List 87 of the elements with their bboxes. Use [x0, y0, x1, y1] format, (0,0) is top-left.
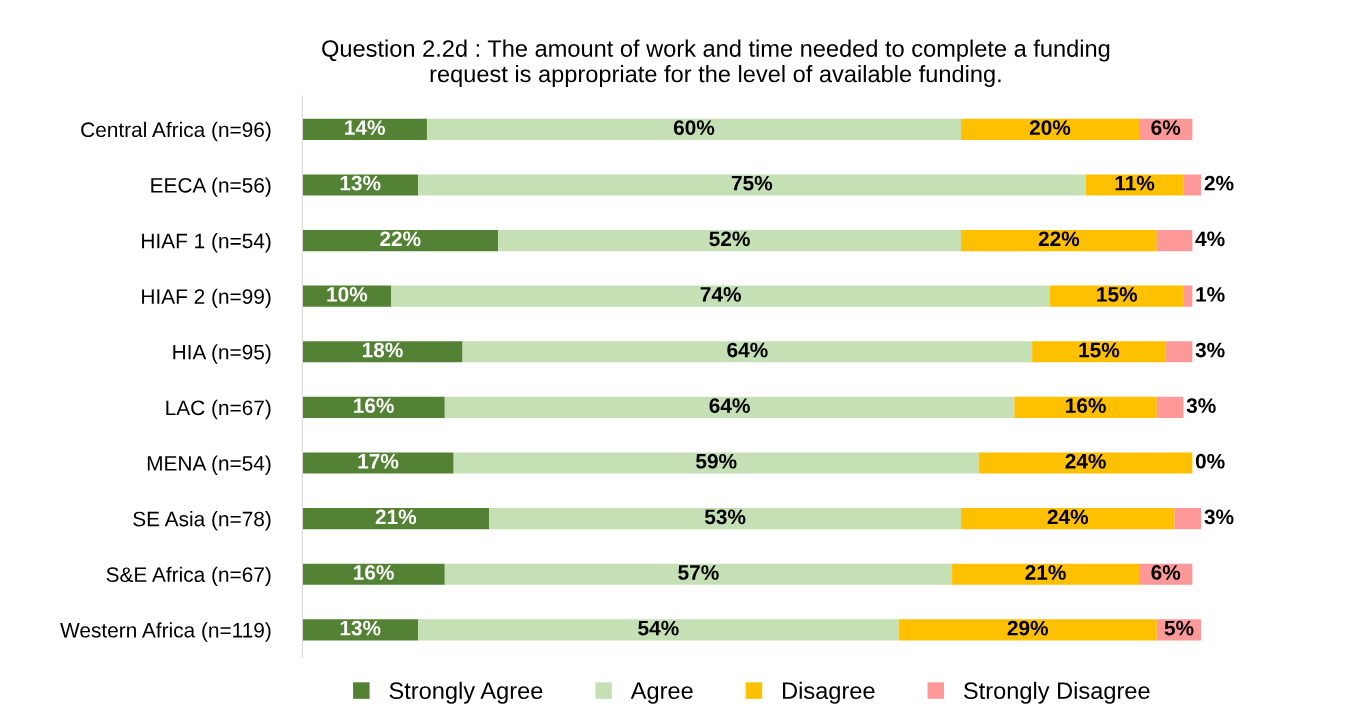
y-tick-label: HIA (n=95)	[173, 344, 271, 364]
data-label: 0%	[1195, 453, 1225, 469]
y-tick-label: SE Asia (n=78)	[133, 511, 271, 531]
data-label: 53%	[704, 509, 746, 525]
y-tick-label: HIAF 1 (n=54)	[142, 233, 271, 253]
bar	[960, 118, 1139, 140]
bar	[426, 118, 961, 140]
bar	[1032, 341, 1166, 363]
data-label: 24%	[1047, 509, 1089, 525]
data-label: 3%	[1195, 342, 1225, 358]
data-label: 21%	[375, 509, 417, 525]
data-label: 59%	[696, 453, 737, 469]
bar	[898, 619, 1157, 641]
data-label: 60%	[673, 120, 715, 135]
bar	[960, 230, 1157, 252]
data-label: 16%	[354, 565, 394, 580]
data-label: 22%	[380, 231, 421, 247]
bar	[444, 396, 1015, 418]
data-label: 54%	[638, 620, 679, 636]
bar	[302, 396, 445, 418]
data-label: 5%	[1164, 620, 1194, 636]
data-label: 16%	[354, 398, 394, 414]
bar	[1156, 396, 1184, 418]
y-tick-label: S&E Africa (n=67)	[106, 566, 271, 587]
legend-label: Disagree	[783, 681, 875, 704]
data-label: 3%	[1204, 509, 1234, 525]
y-tick-label: Western Africa (n=119)	[60, 622, 271, 642]
bar	[462, 341, 1033, 363]
data-label: 11%	[1115, 175, 1155, 191]
data-label: 10%	[327, 287, 368, 302]
data-label: 64%	[727, 342, 768, 358]
bar	[1165, 341, 1193, 363]
bar	[444, 563, 953, 585]
bar	[1156, 230, 1193, 252]
bar	[418, 619, 899, 641]
data-label: 4%	[1195, 231, 1225, 247]
bar	[978, 452, 1193, 474]
chart-title: Question 2.2d : The amount of work and time needed to complete a funding request is appropriate for the level of available funding.	[322, 39, 1110, 87]
bar	[302, 174, 419, 196]
data-label: 6%	[1151, 565, 1181, 580]
bar	[1174, 508, 1202, 530]
data-label: 29%	[1007, 620, 1049, 636]
data-label: 21%	[1025, 565, 1066, 580]
y-tick-label: Central Africa (n=96)	[81, 121, 271, 142]
data-label: 3%	[1186, 398, 1216, 414]
data-label: 52%	[709, 231, 750, 247]
bar	[302, 563, 445, 585]
bar	[302, 452, 454, 474]
data-label: 74%	[700, 287, 741, 302]
data-label: 64%	[709, 398, 750, 414]
y-tick-label: MENA (n=54)	[147, 455, 271, 475]
data-label: 13%	[340, 175, 381, 191]
bar	[418, 174, 1086, 196]
data-label: 75%	[731, 175, 773, 191]
bar	[952, 563, 1139, 585]
data-label: 16%	[1066, 398, 1106, 414]
bar	[302, 341, 463, 363]
bar	[302, 508, 490, 530]
y-tick-label: LAC (n=67)	[166, 399, 271, 420]
bar	[391, 285, 1050, 307]
data-label: 6%	[1151, 120, 1181, 135]
data-label: 13%	[340, 620, 381, 636]
data-label: 1%	[1196, 287, 1225, 302]
legend-label: Strongly Agree	[389, 681, 543, 704]
data-label: 57%	[678, 565, 719, 580]
data-label: 14%	[345, 120, 385, 135]
data-label: 18%	[362, 342, 403, 358]
legend-label: Strongly Disagree	[964, 681, 1150, 704]
data-label: 2%	[1204, 175, 1234, 191]
bar	[1183, 174, 1202, 196]
bar	[489, 508, 961, 530]
bar	[302, 230, 499, 252]
data-label: 15%	[1079, 342, 1120, 358]
data-label: 17%	[358, 453, 399, 469]
y-tick-label: EECA (n=56)	[151, 177, 271, 197]
bar	[1085, 174, 1184, 196]
legend-label: Agree	[630, 682, 693, 704]
bar	[1014, 396, 1157, 418]
data-label: 22%	[1038, 231, 1080, 247]
bar	[960, 508, 1175, 530]
data-label: 24%	[1065, 453, 1106, 469]
bar	[453, 452, 979, 474]
data-label: 15%	[1097, 287, 1138, 302]
data-label: 20%	[1029, 120, 1071, 135]
y-tick-label: HIAF 2 (n=99)	[142, 288, 271, 309]
bar	[1183, 285, 1193, 307]
bar	[498, 230, 961, 252]
